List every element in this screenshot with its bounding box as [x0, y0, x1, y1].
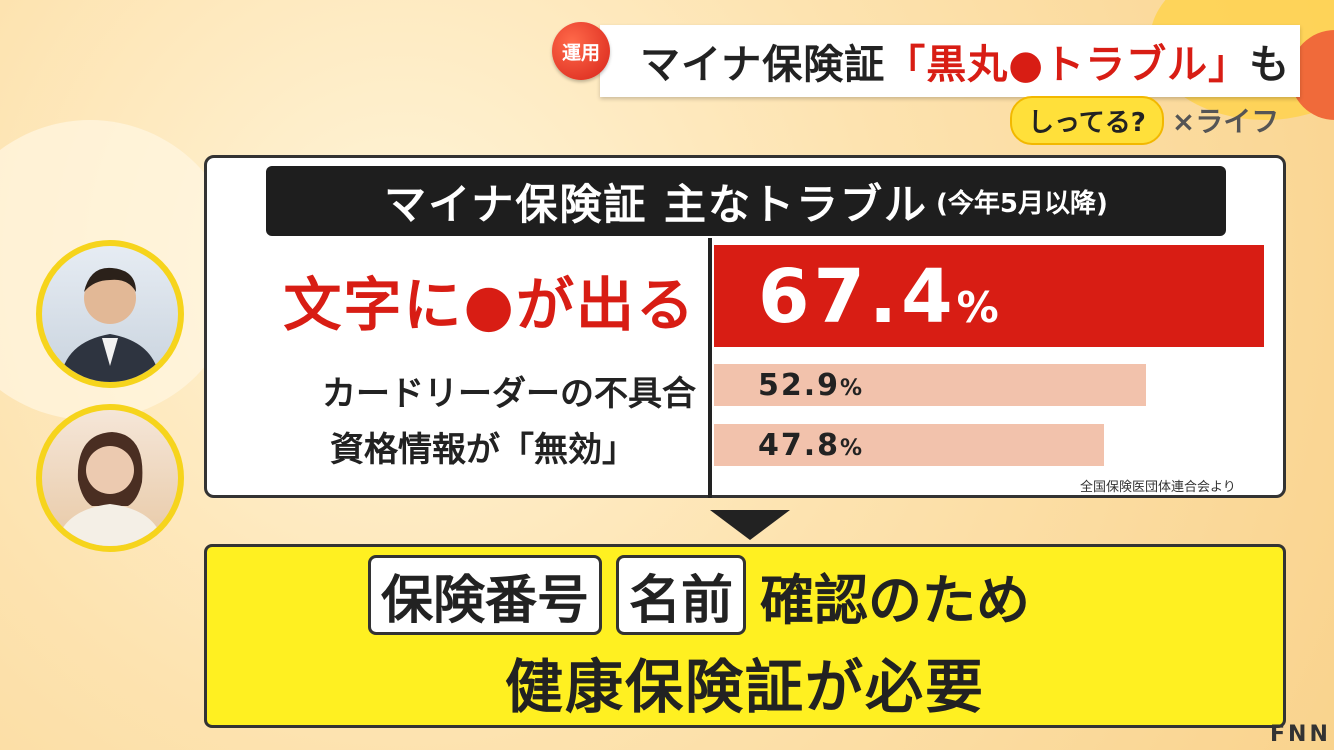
value-unit-2: % — [840, 436, 865, 461]
presenter-avatar-female — [36, 404, 184, 552]
headline-highlight: 「黒丸●トラブル」 — [885, 42, 1250, 88]
chart-axis-divider — [708, 238, 712, 498]
value-unit-1: % — [840, 376, 865, 401]
chart-title: マイナ保険証 主なトラブル — [384, 179, 928, 229]
person-icon — [60, 267, 160, 382]
value-number-0: 67.4 — [758, 254, 957, 340]
program-logo: しってる? ×ライフ — [1010, 95, 1280, 145]
value-number-1: 52.9 — [758, 368, 841, 403]
conclusion-line-2: 健康保険証が必要 — [504, 653, 985, 721]
category-label-1: カードリーダーの不具合 — [322, 374, 696, 414]
headline-suffix: も — [1249, 42, 1291, 88]
person-icon — [56, 432, 164, 546]
category-tag: 運用 — [552, 22, 610, 80]
value-label-2: 47.8% — [758, 428, 864, 463]
program-logo-suffix: ×ライフ — [1171, 105, 1280, 138]
headline-prefix: マイナ保険証 — [640, 42, 886, 88]
headline-bar: マイナ保険証 「黒丸●トラブル」も — [600, 25, 1300, 97]
chart-subtitle: (今年5月以降) — [935, 188, 1108, 219]
chart-source: 全国保険医団体連合会より — [1080, 480, 1236, 495]
conclusion-line-1-text: 確認のため — [760, 568, 1031, 632]
bar-1 — [714, 364, 1146, 406]
value-label-1: 52.9% — [758, 368, 864, 403]
value-label-0: 67.4% — [758, 254, 1003, 340]
bar-2 — [714, 424, 1104, 466]
value-number-2: 47.8 — [758, 428, 841, 463]
category-label-0: 文字に●が出る — [283, 271, 696, 339]
presenter-avatar-male — [36, 240, 184, 388]
down-arrow-icon — [710, 510, 790, 540]
chip-insurance-number: 保険番号 — [368, 555, 603, 635]
chart-title-bar: マイナ保険証 主なトラブル (今年5月以降) — [266, 166, 1226, 236]
bar-0 — [714, 245, 1264, 347]
broadcaster-logo: FNN — [1270, 722, 1331, 747]
value-unit-0: % — [956, 283, 1003, 332]
chip-name: 名前 — [616, 555, 747, 635]
category-label-2: 資格情報が「無効」 — [330, 430, 636, 470]
conclusion-line-1: 保険番号 名前 確認のため — [368, 555, 1031, 635]
program-logo-badge: しってる? — [1010, 95, 1164, 145]
